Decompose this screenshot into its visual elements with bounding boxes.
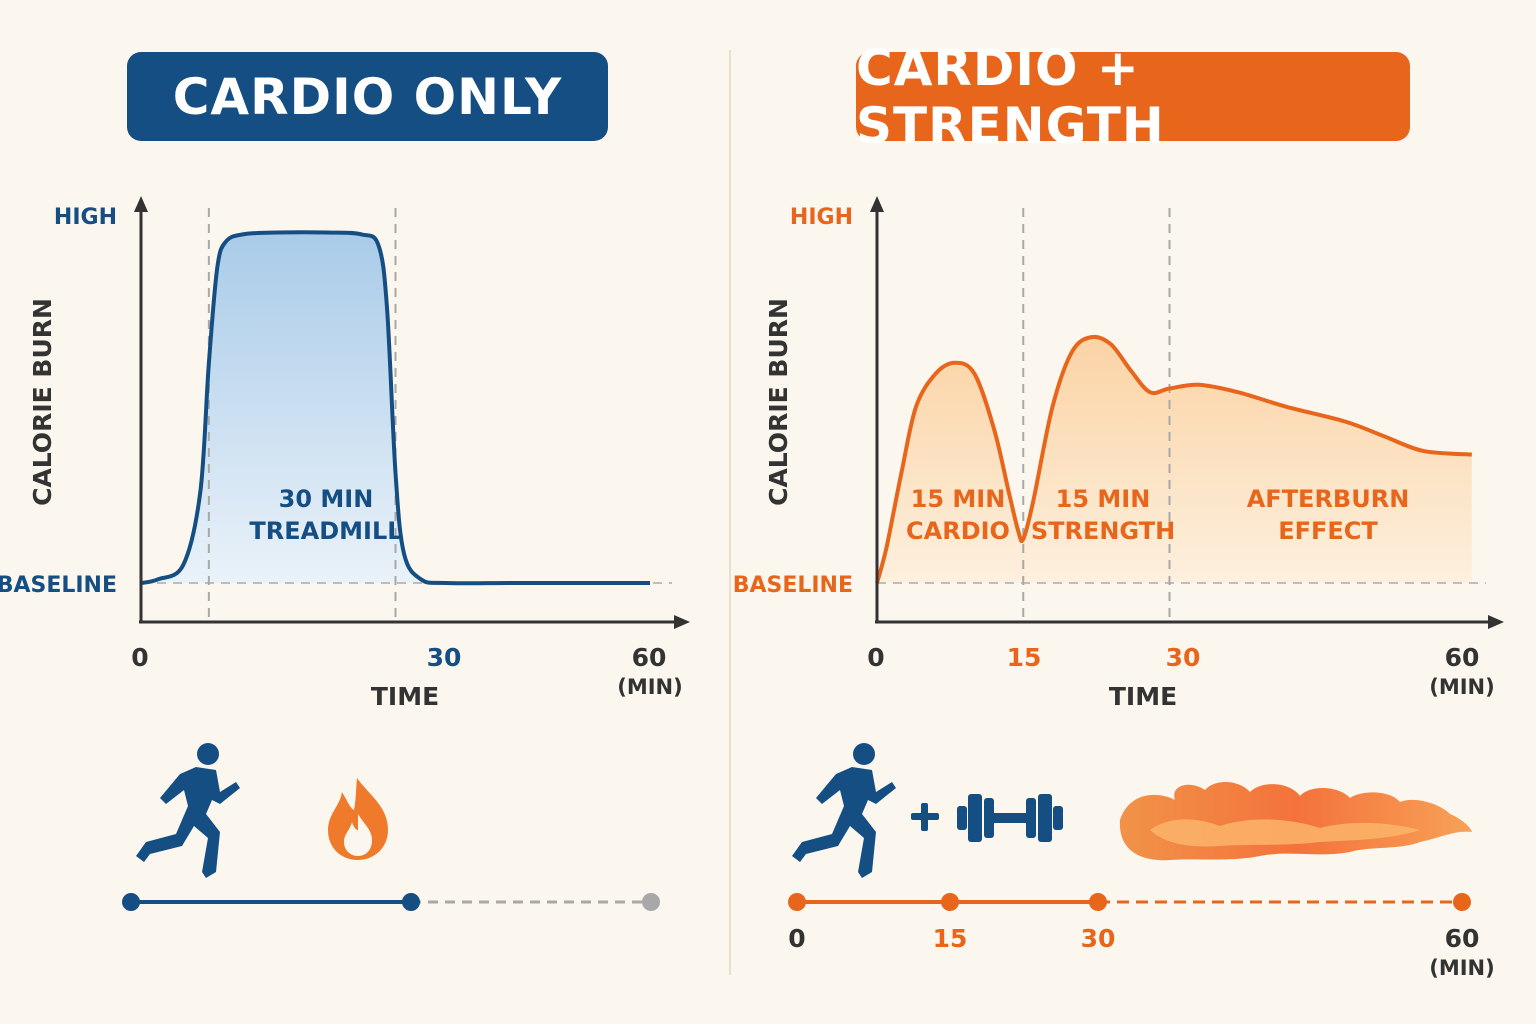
region-label-line1: 30 MIN (279, 485, 374, 513)
region-strength-line1: 15 MIN (1056, 485, 1151, 513)
timeline-tick-60: 60 (1445, 924, 1480, 953)
left-timeline (122, 893, 660, 911)
x-tick-30: 30 (1166, 643, 1201, 672)
fire-trail-icon (1119, 781, 1472, 861)
calorie-burn-series-line (875, 334, 1472, 584)
y-axis-title: CALORIE BURN (764, 298, 793, 506)
timeline-point-30 (1089, 893, 1107, 911)
x-tick-15: 15 (1007, 643, 1042, 672)
timeline-point-0 (788, 893, 806, 911)
timeline-tick-30: 30 (1081, 924, 1116, 953)
calorie-area-fill (141, 232, 650, 584)
timeline-point-15 (941, 893, 959, 911)
runner-icon (792, 743, 896, 878)
cardio-strength-title: CARDIO + STRENGTH (856, 39, 1410, 155)
region-afterburn-line1: AFTERBURN (1247, 485, 1410, 513)
timeline-point-60 (1453, 893, 1471, 911)
y-axis-arrow (134, 196, 148, 212)
cardio-only-chart: HIGH BASELINE CALORIE BURN 0 30 60 (MIN)… (0, 196, 690, 711)
x-unit-label: (MIN) (1429, 675, 1494, 699)
x-axis-arrow (1488, 615, 1504, 629)
region-label-line2: TREADMILL (249, 517, 402, 545)
timeline-tick-15: 15 (933, 924, 968, 953)
calorie-area-fill (877, 336, 1472, 583)
y-level-baseline: BASELINE (0, 573, 117, 598)
dumbbell-icon (957, 794, 1063, 842)
y-axis-arrow (870, 196, 884, 212)
plus-icon (911, 803, 939, 831)
flame-icon (328, 778, 388, 860)
x-tick-0: 0 (131, 643, 148, 672)
timeline-tick-0: 0 (788, 924, 805, 953)
right-timeline: 0 15 30 60 (MIN) (788, 893, 1495, 980)
y-level-high: HIGH (54, 205, 117, 230)
y-axis-title: CALORIE BURN (28, 298, 57, 506)
x-axis-arrow (674, 615, 690, 629)
x-axis-title: TIME (371, 682, 439, 711)
y-level-high: HIGH (790, 205, 853, 230)
x-tick-60: 60 (632, 643, 667, 672)
x-tick-30: 30 (427, 643, 462, 672)
timeline-unit-label: (MIN) (1429, 956, 1494, 980)
timeline-point-0 (122, 893, 140, 911)
x-tick-0: 0 (867, 643, 884, 672)
x-unit-label: (MIN) (617, 675, 682, 699)
x-axis-title: TIME (1109, 682, 1177, 711)
region-strength-line2: STRENGTH (1031, 517, 1175, 545)
timeline-point-60 (642, 893, 660, 911)
timeline-point-30 (402, 893, 420, 911)
cardio-only-title: CARDIO ONLY (127, 52, 608, 141)
region-cardio-line2: CARDIO (906, 517, 1010, 545)
panel-divider (729, 50, 731, 975)
calorie-burn-series-line (140, 230, 650, 586)
y-level-baseline: BASELINE (733, 573, 853, 598)
region-afterburn-line2: EFFECT (1278, 517, 1378, 545)
runner-icon (136, 743, 240, 878)
x-tick-60: 60 (1445, 643, 1480, 672)
cardio-strength-chart: HIGH BASELINE CALORIE BURN 0 15 30 60 (M… (733, 196, 1504, 711)
region-cardio-line1: 15 MIN (911, 485, 1006, 513)
